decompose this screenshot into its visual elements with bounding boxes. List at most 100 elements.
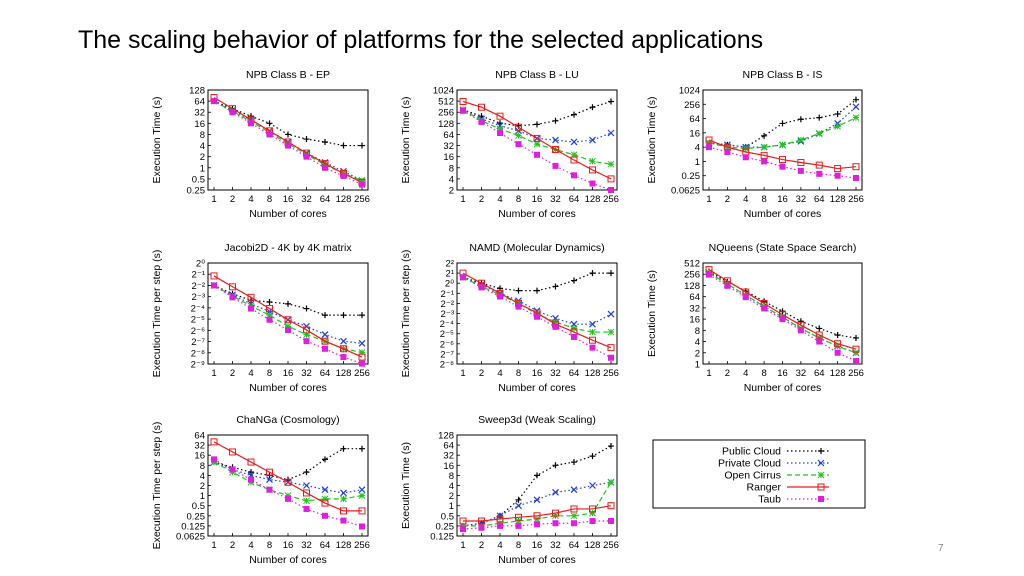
x-tick-label: 4 xyxy=(248,540,253,551)
data-point xyxy=(321,331,329,339)
y-tick-label: 4 xyxy=(200,471,205,482)
data-point xyxy=(496,515,504,523)
data-point xyxy=(497,522,503,529)
y-tick-label: 2⁻¹ xyxy=(192,270,205,281)
data-point xyxy=(496,112,504,120)
data-point xyxy=(534,472,540,479)
data-point xyxy=(266,316,273,323)
data-point xyxy=(608,443,614,450)
series-line xyxy=(213,284,363,365)
data-point xyxy=(533,134,541,142)
y-tick-label: 32 xyxy=(194,108,205,119)
series-line xyxy=(213,284,362,316)
data-point xyxy=(816,338,823,345)
data-point xyxy=(570,512,578,520)
x-tick-label: 32 xyxy=(550,194,561,205)
data-point xyxy=(852,103,860,111)
y-tick-label: 8 xyxy=(200,461,205,472)
data-point xyxy=(248,113,254,120)
y-tick-label: 2⁻⁷ xyxy=(440,349,454,360)
legend-label: Open Cirrus xyxy=(724,470,781,482)
data-point xyxy=(834,123,841,130)
x-tick-label: 8 xyxy=(761,368,766,379)
y-tick-label: 16 xyxy=(194,451,205,462)
x-tick-label: 2 xyxy=(725,368,730,379)
data-point xyxy=(834,331,841,338)
data-point xyxy=(589,517,596,524)
data-point xyxy=(284,316,292,324)
x-tick-label: 128 xyxy=(336,368,352,379)
data-point xyxy=(589,180,596,187)
data-point xyxy=(478,517,485,525)
data-point xyxy=(211,456,217,463)
y-tick-label: 2¹ xyxy=(446,269,454,280)
y-tick-label: 32 xyxy=(689,303,700,314)
data-point xyxy=(853,358,859,365)
series-line xyxy=(462,272,612,349)
series-line xyxy=(708,274,857,362)
x-tick-label: 32 xyxy=(550,540,561,551)
x-tick-label: 4 xyxy=(743,368,748,379)
series-line xyxy=(463,505,612,522)
x-tick-label: 64 xyxy=(814,368,825,379)
data-point xyxy=(358,339,366,347)
x-tick-label: 16 xyxy=(283,368,294,379)
data-point xyxy=(496,122,504,130)
data-point xyxy=(303,136,310,143)
y-tick-label: 0.125 xyxy=(430,532,454,543)
y-tick-label: 512 xyxy=(438,97,454,108)
data-point xyxy=(797,327,804,334)
data-point xyxy=(797,159,805,167)
data-point xyxy=(478,524,485,531)
y-tick-label: 2⁻¹ xyxy=(441,289,454,300)
y-tick-label: 256 xyxy=(438,108,454,119)
x-tick-label: 64 xyxy=(320,540,331,551)
data-point xyxy=(478,118,485,125)
y-tick-label: 0.0625 xyxy=(671,186,700,197)
x-tick-label: 128 xyxy=(585,194,601,205)
data-point xyxy=(608,354,614,361)
y-axis-label: Execution Time per step (s) xyxy=(151,422,163,550)
x-tick-label: 4 xyxy=(497,540,502,551)
data-point xyxy=(589,104,596,111)
legend-marker xyxy=(818,496,824,502)
data-point xyxy=(210,272,218,280)
x-tick-label: 256 xyxy=(603,368,619,379)
data-point xyxy=(570,138,578,146)
y-tick-label: 0.25 xyxy=(436,521,455,532)
y-tick-label: 1 xyxy=(200,163,205,174)
data-point xyxy=(760,143,768,151)
x-tick-label: 16 xyxy=(283,194,294,205)
data-point xyxy=(358,486,366,494)
legend-label: Public Cloud xyxy=(722,446,781,458)
x-tick-label: 128 xyxy=(336,540,352,551)
data-point xyxy=(834,110,841,117)
legend-label: Ranger xyxy=(747,482,782,494)
data-point xyxy=(515,522,522,529)
x-tick-label: 2 xyxy=(230,540,235,551)
chart-title: ChaNGa (Cosmology) xyxy=(236,414,339,426)
data-point xyxy=(608,187,614,193)
y-tick-label: 0.25 xyxy=(682,171,701,182)
y-tick-label: 1024 xyxy=(679,86,700,97)
data-point xyxy=(534,151,540,158)
data-point xyxy=(266,298,273,305)
data-point xyxy=(211,282,217,289)
data-point xyxy=(303,153,310,160)
series-line xyxy=(213,284,363,344)
chart-title: NPB Class B - LU xyxy=(495,69,578,81)
data-point xyxy=(552,283,559,290)
data-point xyxy=(724,282,731,289)
x-tick-label: 2 xyxy=(479,540,484,551)
data-point xyxy=(816,325,823,332)
data-point xyxy=(358,177,366,184)
x-tick-label: 32 xyxy=(796,368,807,379)
x-tick-label: 128 xyxy=(830,194,846,205)
x-axis-label: Number of cores xyxy=(498,208,576,220)
x-axis-label: Number of cores xyxy=(744,382,822,394)
data-point xyxy=(761,158,768,165)
x-tick-label: 1 xyxy=(706,368,711,379)
series-line xyxy=(213,100,363,182)
y-tick-label: 512 xyxy=(684,259,700,270)
